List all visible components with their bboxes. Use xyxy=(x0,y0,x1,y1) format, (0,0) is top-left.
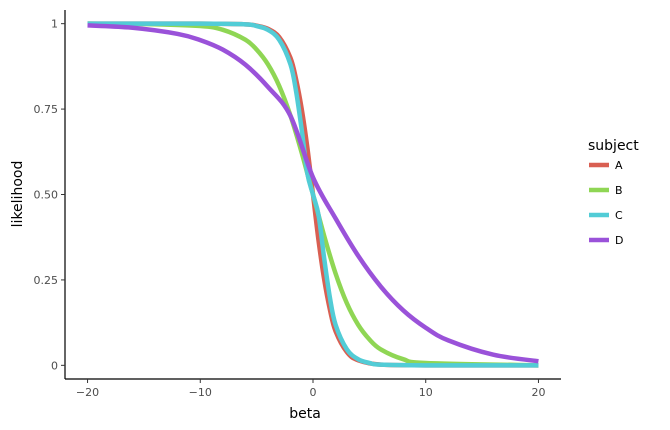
y-axis-title: likelihood xyxy=(10,161,26,228)
y-tick-label: 0.75 xyxy=(34,103,59,116)
series-line-d xyxy=(87,23,539,364)
y-tick-label: 1 xyxy=(51,18,58,31)
legend-label: D xyxy=(615,234,623,247)
legend-label: A xyxy=(615,159,623,172)
legend-item-a: A xyxy=(589,159,623,172)
x-tick-label: 10 xyxy=(419,386,433,399)
x-tick-label: −20 xyxy=(76,386,99,399)
legend-label: B xyxy=(615,184,623,197)
legend-item-c: C xyxy=(589,209,623,222)
plot-lines xyxy=(87,21,539,368)
legend-label: C xyxy=(615,209,623,222)
x-tick-label: −10 xyxy=(189,386,212,399)
legend-title: subject xyxy=(588,138,639,154)
axes: 0 0.25 0.50 0.75 1 −20 −10 0 10 20 xyxy=(34,10,561,399)
x-tick-label: 0 xyxy=(310,386,317,399)
legend-item-d: D xyxy=(589,234,623,247)
y-tick-label: 0.25 xyxy=(34,274,59,287)
x-tick-label: 20 xyxy=(531,386,545,399)
y-tick-label: 0 xyxy=(51,359,58,372)
x-axis-title: beta xyxy=(289,406,321,422)
series-line-c xyxy=(87,21,539,368)
y-tick-label: 0.50 xyxy=(34,189,59,202)
legend-item-b: B xyxy=(589,184,623,197)
